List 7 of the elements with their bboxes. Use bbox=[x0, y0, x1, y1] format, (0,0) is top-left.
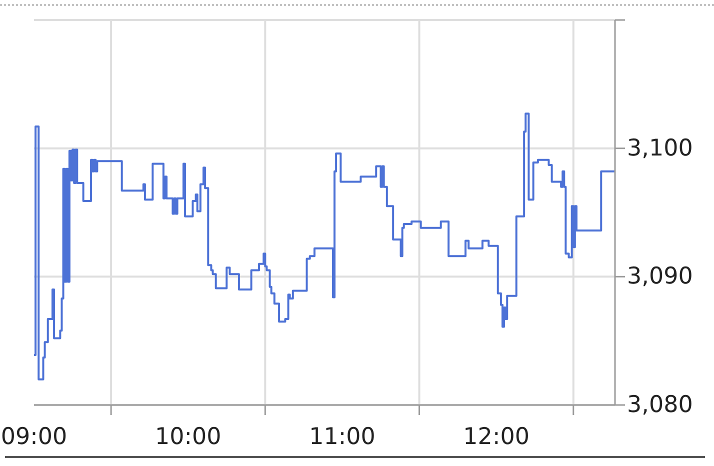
x-tick-label: 11:00 bbox=[309, 424, 376, 450]
y-tick-label: 3,080 bbox=[627, 392, 693, 418]
y-tick-label: 3,100 bbox=[627, 135, 693, 162]
x-tick-label: 09:00 bbox=[0, 424, 68, 450]
y-tick-label: 3,090 bbox=[627, 264, 693, 290]
x-tick-label: 12:00 bbox=[463, 424, 530, 450]
x-tick-label: 10:00 bbox=[154, 424, 222, 450]
